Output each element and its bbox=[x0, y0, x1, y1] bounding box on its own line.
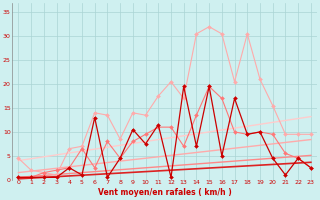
X-axis label: Vent moyen/en rafales ( km/h ): Vent moyen/en rafales ( km/h ) bbox=[98, 188, 231, 197]
